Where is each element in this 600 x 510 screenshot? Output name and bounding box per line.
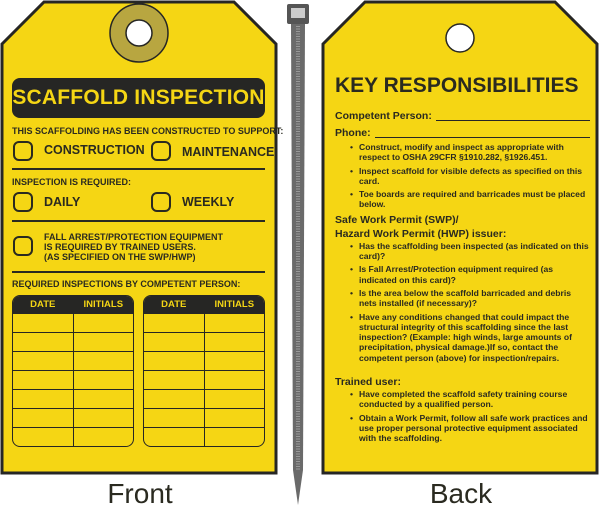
- bullet: Has the scaffolding been inspected (as i…: [350, 241, 590, 262]
- back-hole: [445, 23, 475, 53]
- log-row: [13, 351, 133, 371]
- date-header: DATE: [13, 296, 74, 314]
- log-row: [144, 408, 264, 428]
- weekly-checkbox[interactable]: [151, 192, 171, 212]
- log-row: [13, 389, 133, 409]
- daily-label: DAILY: [44, 195, 81, 209]
- initials-cell[interactable]: [73, 389, 133, 409]
- weekly-label: WEEKLY: [182, 195, 235, 209]
- date-cell[interactable]: [144, 332, 205, 352]
- fall-arrest-text: FALL ARREST/PROTECTION EQUIPMENT IS REQU…: [44, 232, 223, 262]
- trained-user-label: Trained user:: [335, 376, 401, 389]
- bullet: Obtain a Work Permit, follow all safe wo…: [350, 413, 590, 444]
- maintenance-label: MAINTENANCE: [182, 145, 275, 159]
- date-cell[interactable]: [144, 370, 205, 390]
- construction-checkbox[interactable]: [13, 141, 33, 161]
- date-cell[interactable]: [144, 427, 205, 446]
- date-cell[interactable]: [13, 427, 74, 446]
- fall-arrest-line: FALL ARREST/PROTECTION EQUIPMENT: [44, 232, 224, 242]
- initials-cell[interactable]: [204, 313, 264, 333]
- date-cell[interactable]: [144, 389, 205, 409]
- support-label: THIS SCAFFOLDING HAS BEEN CONSTRUCTED TO…: [12, 126, 284, 136]
- date-cell[interactable]: [13, 332, 74, 352]
- back-title: KEY RESPONSIBILITIES: [335, 74, 579, 97]
- divider: [12, 168, 265, 170]
- bullet: Inspect scaffold for visible defects as …: [350, 166, 590, 187]
- trained-bullets: Have completed the scaffold safety train…: [335, 389, 590, 443]
- initials-cell[interactable]: [73, 313, 133, 333]
- date-cell[interactable]: [13, 389, 74, 409]
- initials-cell[interactable]: [204, 427, 264, 446]
- maintenance-checkbox[interactable]: [151, 141, 171, 161]
- competent-person-label: Competent Person:: [335, 109, 432, 122]
- back-content: Competent Person: Phone: Construct, modi…: [335, 110, 590, 447]
- log-row: [13, 332, 133, 352]
- log-row: [13, 427, 133, 446]
- initials-cell[interactable]: [204, 351, 264, 371]
- bullet: Is the area below the scaffold barricade…: [350, 288, 590, 309]
- date-cell[interactable]: [144, 408, 205, 428]
- initials-cell[interactable]: [204, 408, 264, 428]
- log-row: [144, 389, 264, 409]
- bullet: Construct, modify and inspect as appropr…: [350, 142, 590, 163]
- bullet: Have completed the scaffold safety train…: [350, 389, 590, 410]
- competent-bullets: Construct, modify and inspect as appropr…: [335, 142, 590, 210]
- fall-arrest-line: IS REQUIRED BY TRAINED USERS.: [44, 242, 196, 252]
- issuer-label: Hazard Work Permit (HWP) issuer:: [335, 227, 507, 240]
- back-caption: Back: [429, 478, 493, 509]
- issuer-label: Safe Work Permit (SWP)/: [335, 213, 459, 226]
- issuer-bullets: Has the scaffolding been inspected (as i…: [335, 241, 590, 363]
- initials-cell[interactable]: [73, 351, 133, 371]
- log-row: [144, 313, 264, 333]
- inspection-log-table-2: DATE INITIALS: [143, 295, 265, 447]
- initials-cell[interactable]: [204, 370, 264, 390]
- cable-tie: [287, 4, 309, 505]
- date-header: DATE: [144, 296, 205, 314]
- fall-arrest-line: (AS SPECIFIED ON THE SWP/HWP): [44, 252, 196, 262]
- log-row: [13, 408, 133, 428]
- competent-person-field[interactable]: [435, 110, 590, 121]
- construction-label: CONSTRUCTION: [44, 143, 145, 157]
- phone-label: Phone:: [335, 126, 371, 139]
- log-row: [13, 313, 133, 333]
- daily-checkbox[interactable]: [13, 192, 33, 212]
- date-cell[interactable]: [144, 313, 205, 333]
- divider: [12, 271, 265, 273]
- inspection-log-table-1: DATE INITIALS: [12, 295, 134, 447]
- bullet: Have any conditions changed that could i…: [350, 312, 590, 363]
- bullet: Toe boards are required and barricades m…: [350, 189, 590, 210]
- fall-arrest-checkbox[interactable]: [13, 236, 33, 256]
- front-title: SCAFFOLD INSPECTION: [12, 78, 265, 118]
- log-row: [13, 370, 133, 390]
- initials-header: INITIALS: [204, 296, 264, 314]
- initials-cell[interactable]: [73, 370, 133, 390]
- phone-field[interactable]: [374, 127, 590, 138]
- log-row: [144, 370, 264, 390]
- initials-header: INITIALS: [73, 296, 133, 314]
- front-hole: [125, 19, 153, 47]
- initials-cell[interactable]: [73, 427, 133, 446]
- log-row: [144, 351, 264, 371]
- initials-cell[interactable]: [204, 389, 264, 409]
- inspection-label: INSPECTION IS REQUIRED:: [12, 177, 132, 187]
- initials-cell[interactable]: [204, 332, 264, 352]
- log-row: [144, 427, 264, 446]
- date-cell[interactable]: [13, 351, 74, 371]
- bullet: Is Fall Arrest/Protection equipment requ…: [350, 264, 590, 285]
- log-label: REQUIRED INSPECTIONS BY COMPETENT PERSON…: [12, 279, 241, 289]
- log-row: [144, 332, 264, 352]
- date-cell[interactable]: [13, 408, 74, 428]
- date-cell[interactable]: [13, 370, 74, 390]
- initials-cell[interactable]: [73, 408, 133, 428]
- date-cell[interactable]: [13, 313, 74, 333]
- divider: [12, 220, 265, 222]
- initials-cell[interactable]: [73, 332, 133, 352]
- front-caption: Front: [107, 478, 173, 509]
- date-cell[interactable]: [144, 351, 205, 371]
